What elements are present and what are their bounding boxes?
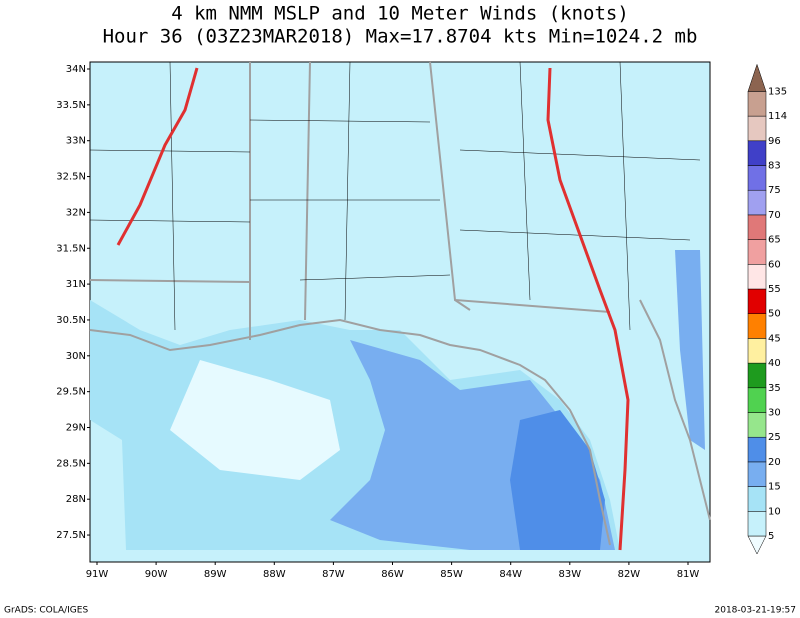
colorbar-triangle — [747, 535, 767, 555]
colorbar-label: 10 — [768, 506, 781, 517]
lat-label: 34N — [66, 64, 86, 75]
colorbar-label: 75 — [768, 185, 781, 196]
lon-label: 86W — [381, 569, 404, 580]
lat-label: 31N — [66, 279, 86, 290]
colorbar-label: 70 — [768, 210, 781, 221]
colorbar-box — [747, 214, 767, 240]
lat-label: 30N — [66, 351, 86, 362]
lat-label: 32N — [66, 207, 86, 218]
colorbar-box — [747, 189, 767, 216]
colorbar-label: 60 — [768, 259, 781, 270]
gulf-wind-zone — [510, 410, 605, 550]
lat-label: 32.5N — [56, 172, 86, 183]
title-line: 4 km NMM MSLP and 10 Meter Winds (knots) — [171, 3, 629, 25]
colorbar-box — [747, 412, 767, 438]
colorbar-label: 50 — [768, 309, 781, 320]
atlantic-wind-zone — [675, 250, 705, 450]
colorbar-box — [747, 436, 767, 463]
colorbar-label: 5 — [768, 531, 774, 542]
colorbar-label: 25 — [768, 432, 781, 443]
map — [89, 61, 711, 563]
state-border — [89, 279, 471, 311]
coastline — [89, 318, 611, 546]
colorbar-box — [747, 313, 767, 339]
colorbar-label: 83 — [768, 161, 781, 172]
colorbar-label: 55 — [768, 284, 781, 295]
colorbar-box — [747, 511, 767, 537]
colorbar-label: 135 — [768, 86, 787, 97]
lon-label: 89W — [204, 569, 227, 580]
colorbar-box — [747, 165, 767, 191]
colorbar-label: 114 — [768, 111, 787, 122]
lon-label: 83W — [558, 569, 581, 580]
colorbar-label: 20 — [768, 457, 781, 468]
colorbar-box — [747, 264, 767, 290]
lat-label: 27.5N — [56, 530, 86, 541]
lat-label: 30.5N — [56, 315, 86, 326]
coastline — [639, 299, 711, 521]
lat-label: 29.5N — [56, 387, 86, 398]
colorbar-label: 96 — [768, 136, 781, 147]
gulf-calm-zone — [170, 360, 340, 480]
colorbar-label: 65 — [768, 235, 781, 246]
colorbar-box — [747, 338, 767, 364]
lon-label: 85W — [440, 569, 463, 580]
colorbar-box — [747, 115, 767, 142]
county-line — [169, 61, 631, 331]
contour-line — [116, 67, 199, 246]
colorbar-label: 15 — [768, 482, 781, 493]
colorbar-box — [747, 239, 767, 265]
colorbar-label: 40 — [768, 358, 781, 369]
title-line: Hour 36 (03Z23MAR2018) Max=17.8704 kts M… — [103, 26, 698, 48]
colorbar-box — [747, 461, 767, 487]
footer-left: GrADS: COLA/IGES — [4, 606, 88, 616]
lon-label: 84W — [499, 569, 522, 580]
lat-label: 28N — [66, 494, 86, 505]
colorbar-box — [747, 288, 767, 314]
lon-label: 91W — [86, 569, 109, 580]
lat-label: 28.5N — [56, 458, 86, 469]
lat-label: 31.5N — [56, 243, 86, 254]
colorbar-label: 30 — [768, 408, 781, 419]
lat-label: 29N — [66, 423, 86, 434]
lat-label: 33N — [66, 136, 86, 147]
colorbar-triangle — [747, 63, 767, 92]
lon-label: 82W — [618, 569, 641, 580]
colorbar-label: 35 — [768, 383, 781, 394]
colorbar-box — [747, 387, 767, 413]
lon-label: 81W — [677, 569, 700, 580]
contour-line — [546, 67, 630, 551]
lon-label: 90W — [145, 569, 168, 580]
lat-label: 33.5N — [56, 100, 86, 111]
colorbar-box — [747, 140, 767, 166]
lon-label: 87W — [322, 569, 345, 580]
colorbar-box — [747, 486, 767, 512]
colorbar-box — [747, 91, 767, 117]
colorbar-box — [747, 362, 767, 389]
lon-label: 88W — [263, 569, 286, 580]
colorbar-label: 45 — [768, 333, 781, 344]
county-line — [89, 119, 701, 281]
footer-right: 2018-03-21-19:57 — [715, 606, 797, 616]
